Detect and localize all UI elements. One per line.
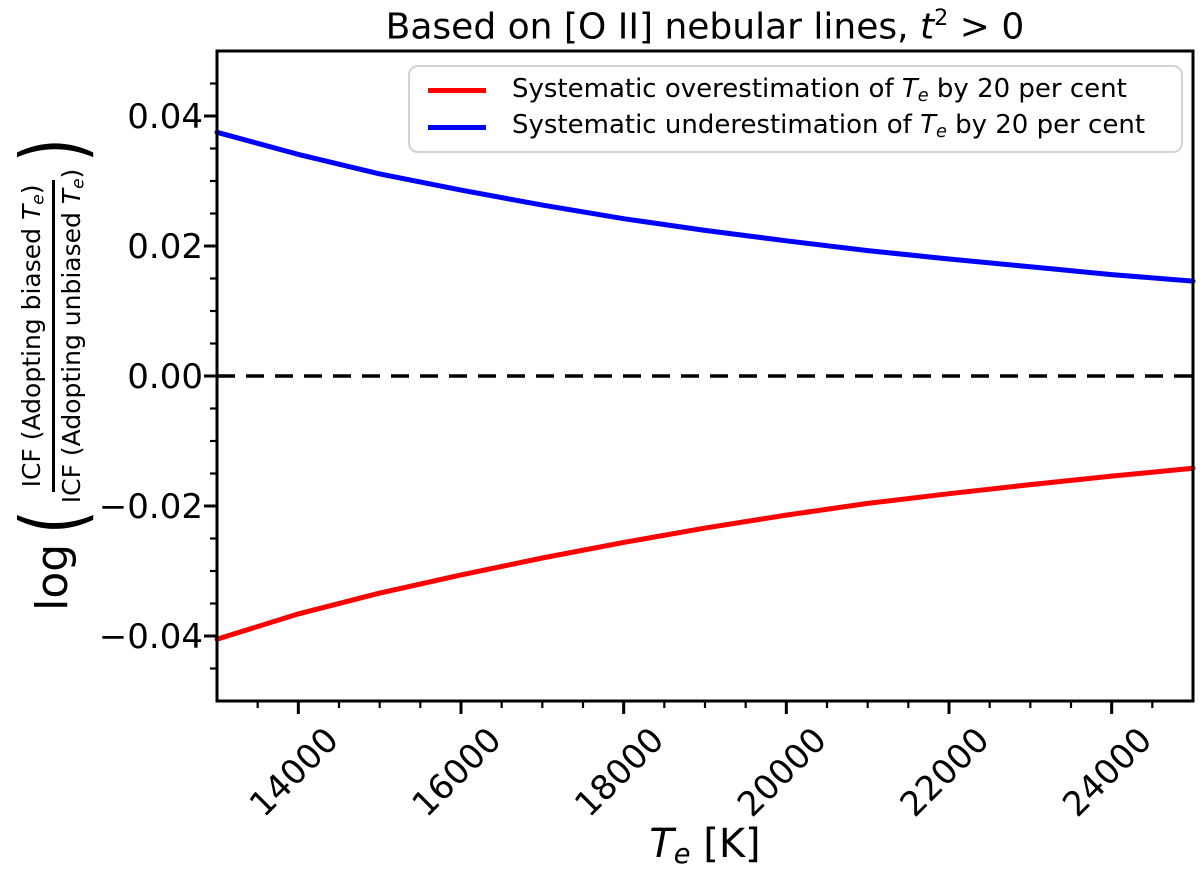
text-run: Systematic overestimation of (512, 73, 902, 104)
y-tick-label: −0.04 (99, 617, 203, 657)
y-tick-label: −0.02 (99, 487, 203, 527)
text-run: e (673, 838, 691, 870)
text-run: e (935, 122, 947, 143)
fraction-denominator: ICF (Adopting unbiased Te) (55, 168, 89, 504)
text-run: by 20 per cent (928, 73, 1127, 104)
legend-entry: Systematic underestimation of Te by 20 p… (420, 112, 1171, 142)
x-tick-label: 20000 (730, 720, 835, 825)
y-label-log: log (27, 543, 78, 611)
text-run: T (56, 188, 86, 205)
legend-entry: Systematic overestimation of Te by 20 pe… (420, 76, 1171, 106)
fraction-numerator: ICF (Adopting biased Te) (16, 179, 55, 493)
text-run: ) (56, 168, 86, 179)
text-run: T (920, 110, 936, 141)
x-tick-label: 16000 (405, 720, 510, 825)
text-run: e (917, 85, 929, 106)
y-tick-label: 0.04 (127, 97, 203, 137)
x-tick-label: 22000 (893, 720, 998, 825)
text-run: T (901, 73, 918, 104)
text-run: ICF (Adopting biased (16, 220, 46, 488)
text-run: 2 (934, 5, 949, 31)
curve-overestimation-red (214, 465, 1196, 642)
legend-line-swatch (428, 124, 486, 130)
x-axis-label: Te [K] (217, 822, 1193, 870)
legend-label: Systematic overestimation of Te by 20 pe… (512, 76, 1127, 106)
text-run: T (649, 821, 674, 867)
legend-label: Systematic underestimation of Te by 20 p… (512, 112, 1145, 142)
text-run: e (68, 178, 89, 189)
x-tick-label: 24000 (1055, 720, 1160, 825)
text-run: Based on [O II] nebular lines, (385, 6, 921, 48)
legend-line-swatch (428, 88, 486, 94)
text-run: ) (16, 184, 46, 195)
y-axis-label: log ( ICF (Adopting biased Te) ICF (Adop… (3, 137, 103, 611)
y-tick-label: 0.00 (127, 357, 203, 397)
y-label-fraction: ICF (Adopting biased Te) ICF (Adopting u… (16, 168, 89, 504)
text-run: > 0 (948, 6, 1025, 48)
y-tick-label: 0.02 (127, 227, 203, 267)
text-run: Systematic underestimation of (512, 110, 921, 141)
legend: Systematic overestimation of Te by 20 pe… (408, 65, 1183, 153)
text-run: e (28, 194, 49, 205)
chart-title: Based on [O II] nebular lines, t2 > 0 (217, 6, 1193, 47)
text-run: ICF (Adopting unbiased (56, 204, 86, 504)
x-tick-label: 18000 (567, 720, 672, 825)
text-run: by 20 per cent (946, 110, 1146, 141)
curve-underestimation-blue (214, 129, 1196, 284)
text-run: [K] (690, 821, 761, 867)
x-tick-label: 14000 (242, 720, 347, 825)
text-run: t (920, 6, 935, 48)
text-run: T (16, 204, 46, 221)
